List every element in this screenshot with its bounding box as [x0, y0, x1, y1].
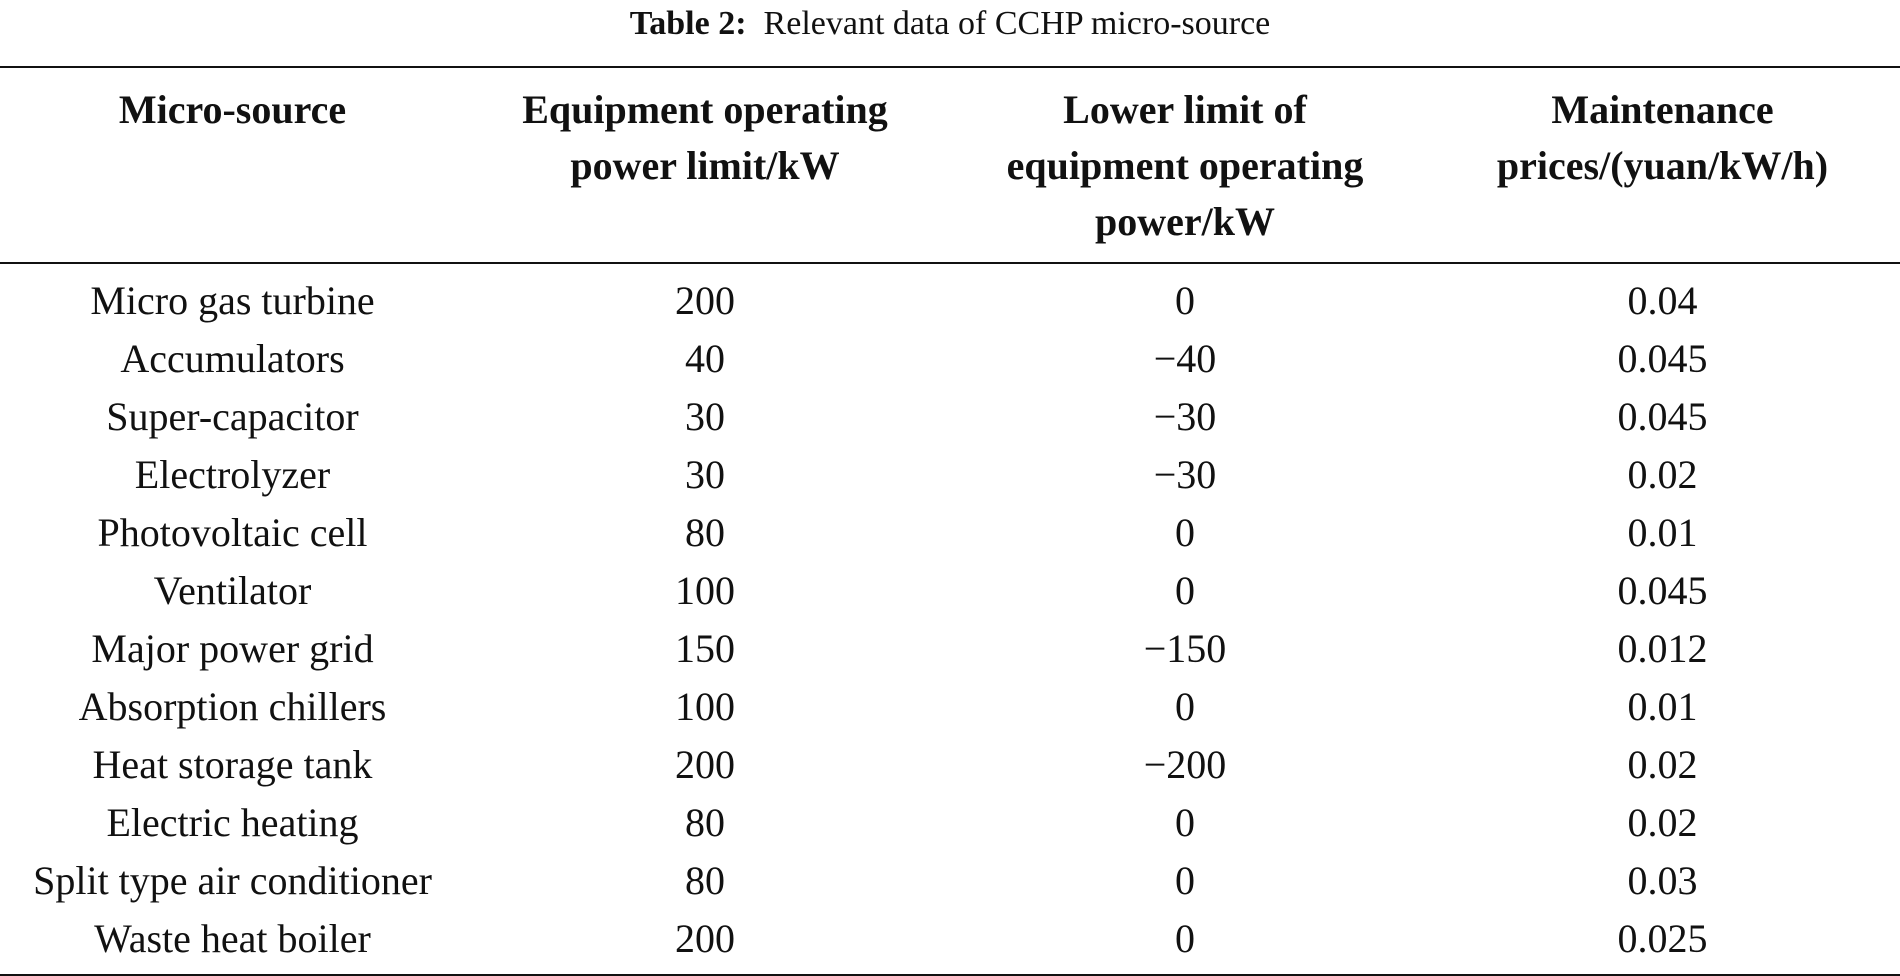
lower-limit-cell: 0 — [1175, 568, 1195, 613]
micro-source-cell: Electrolyzer — [134, 452, 331, 497]
maintenance-price-cell: 0.04 — [1627, 278, 1698, 323]
caption-label: Table 2: — [629, 5, 747, 42]
maintenance-price-cell: 0.02 — [1627, 800, 1698, 845]
lower-limit-cell: −150 — [1143, 626, 1227, 671]
table-row: Waste heat boiler 200 0 0.025 — [0, 910, 1900, 975]
maintenance-price-cell: 0.03 — [1627, 858, 1698, 903]
table-row: Photovoltaic cell 80 0 0.01 — [0, 504, 1900, 562]
maintenance-price-cell: 0.012 — [1617, 626, 1708, 671]
lower-limit-cell: −200 — [1143, 742, 1227, 787]
power-limit-cell: 200 — [675, 278, 735, 323]
power-limit-cell: 40 — [685, 336, 725, 381]
power-limit-cell: 30 — [685, 452, 725, 497]
table-row: Accumulators 40 −40 0.045 — [0, 330, 1900, 388]
table-row: Micro gas turbine 200 0 0.04 — [0, 263, 1900, 330]
lower-limit-cell: 0 — [1175, 858, 1195, 903]
lower-limit-cell: 0 — [1175, 510, 1195, 555]
power-limit-cell: 80 — [685, 510, 725, 555]
header-power-limit: Equipment operating power limit/kW — [522, 87, 888, 188]
lower-limit-cell: 0 — [1175, 684, 1195, 729]
lower-limit-cell: 0 — [1175, 916, 1195, 961]
table-row: Electrolyzer 30 −30 0.02 — [0, 446, 1900, 504]
micro-source-cell: Super-capacitor — [106, 394, 359, 439]
maintenance-price-cell: 0.02 — [1627, 452, 1698, 497]
table-row: Electric heating 80 0 0.02 — [0, 794, 1900, 852]
maintenance-price-cell: 0.02 — [1627, 742, 1698, 787]
micro-source-cell: Absorption chillers — [78, 684, 387, 729]
caption-text: Relevant data of CCHP micro-source — [763, 5, 1271, 42]
maintenance-price-cell: 0.045 — [1617, 394, 1708, 439]
data-table: Micro-source Equipment operating power l… — [0, 66, 1900, 976]
maintenance-price-cell: 0.025 — [1617, 916, 1708, 961]
lower-limit-cell: −30 — [1153, 394, 1217, 439]
maintenance-price-cell: 0.045 — [1617, 568, 1708, 613]
table-caption: Table 2: Relevant data of CCHP micro-sou… — [0, 4, 1900, 44]
header-lower-limit: Lower limit of equipment operating power… — [1006, 87, 1364, 244]
power-limit-cell: 100 — [675, 568, 735, 613]
power-limit-cell: 80 — [685, 800, 725, 845]
power-limit-cell: 80 — [685, 858, 725, 903]
table-row: Split type air conditioner 80 0 0.03 — [0, 852, 1900, 910]
power-limit-cell: 200 — [675, 742, 735, 787]
header-row: Micro-source Equipment operating power l… — [0, 67, 1900, 263]
lower-limit-cell: 0 — [1175, 278, 1195, 323]
lower-limit-cell: 0 — [1175, 800, 1195, 845]
power-limit-cell: 200 — [675, 916, 735, 961]
table-row: Ventilator 100 0 0.045 — [0, 562, 1900, 620]
power-limit-cell: 100 — [675, 684, 735, 729]
power-limit-cell: 30 — [685, 394, 725, 439]
micro-source-cell: Waste heat boiler — [94, 916, 371, 961]
maintenance-price-cell: 0.045 — [1617, 336, 1708, 381]
micro-source-cell: Micro gas turbine — [90, 278, 375, 323]
header-micro-source: Micro-source — [118, 87, 347, 132]
header-maintenance-price: Maintenance prices/(yuan/kW/h) — [1496, 87, 1829, 188]
table-row: Major power grid 150 −150 0.012 — [0, 620, 1900, 678]
table-row: Heat storage tank 200 −200 0.02 — [0, 736, 1900, 794]
power-limit-cell: 150 — [675, 626, 735, 671]
micro-source-cell: Heat storage tank — [92, 742, 373, 787]
micro-source-cell: Split type air conditioner — [33, 858, 432, 903]
micro-source-cell: Electric heating — [106, 800, 359, 845]
table-body: Micro gas turbine 200 0 0.04 Accumulators 40 −… — [0, 263, 1900, 975]
lower-limit-cell: −40 — [1153, 336, 1217, 381]
table-row: Super-capacitor 30 −30 0.045 — [0, 388, 1900, 446]
table-row: Absorption chillers 100 0 0.01 — [0, 678, 1900, 736]
micro-source-cell: Photovoltaic cell — [97, 510, 368, 555]
micro-source-cell: Accumulators — [120, 336, 345, 381]
micro-source-cell: Ventilator — [153, 568, 312, 613]
micro-source-cell: Major power grid — [91, 626, 374, 671]
table-header: Micro-source Equipment operating power l… — [0, 67, 1900, 263]
maintenance-price-cell: 0.01 — [1627, 684, 1698, 729]
lower-limit-cell: −30 — [1153, 452, 1217, 497]
maintenance-price-cell: 0.01 — [1627, 510, 1698, 555]
